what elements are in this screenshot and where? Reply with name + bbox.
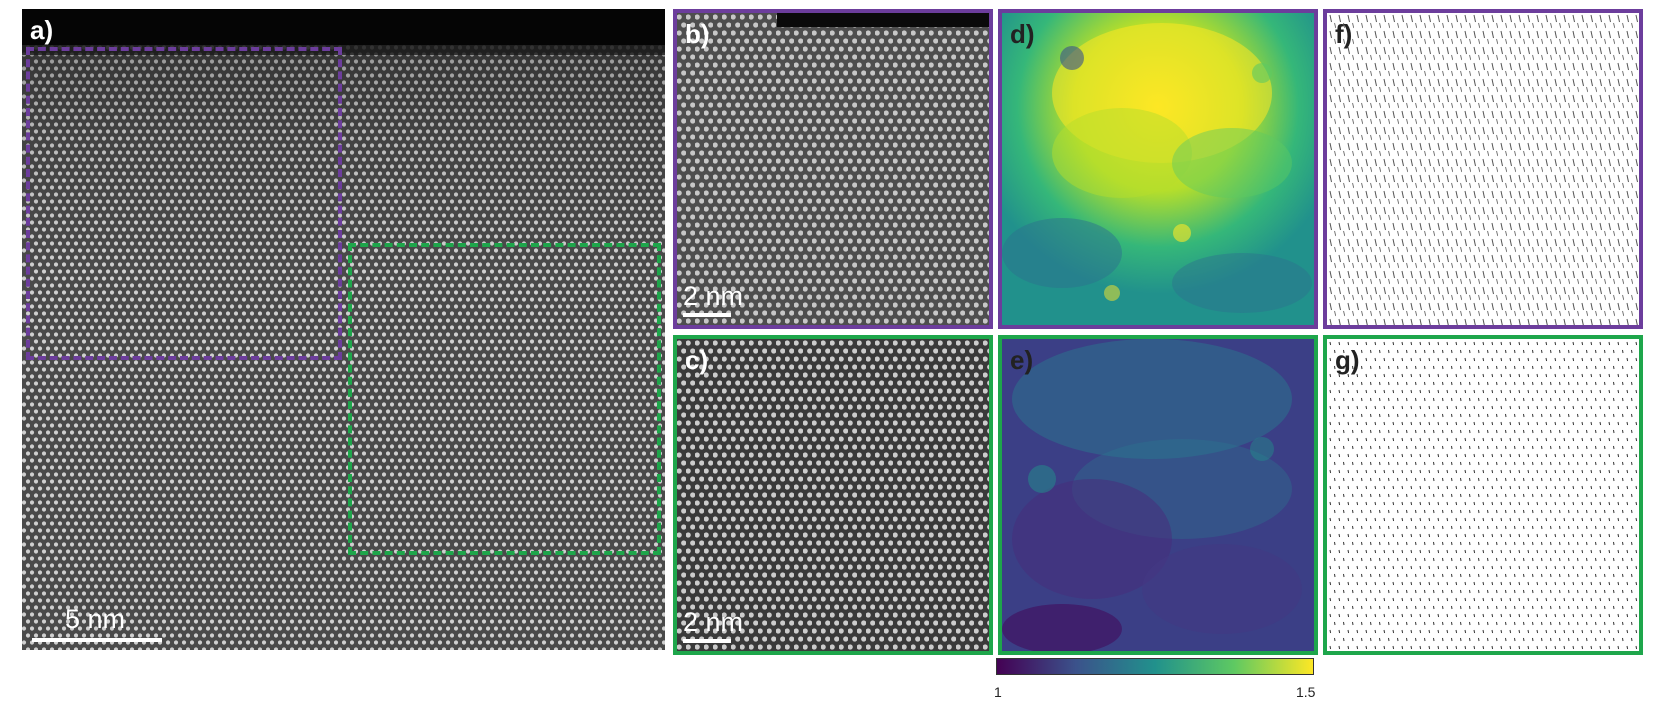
colorbar <box>996 658 1314 675</box>
purple-region-box <box>26 47 342 360</box>
panel-d-label: d) <box>1010 19 1035 49</box>
panel-a-image <box>22 9 665 650</box>
panel-e-label: e) <box>1010 345 1034 375</box>
panel-f: f) <box>1323 9 1643 329</box>
panel-c-scalebar-line <box>683 639 731 643</box>
colorbar-max-label: 1.5 <box>1296 684 1316 700</box>
panel-b-label: b) <box>685 19 710 49</box>
panel-b: b) 2 nm <box>673 9 993 329</box>
panel-g: g) <box>1323 335 1643 655</box>
panel-e-heatmap <box>1002 339 1314 651</box>
panel-f-vector-map <box>1327 13 1639 325</box>
green-region-box <box>348 243 661 555</box>
panel-a-label: a) <box>30 15 54 45</box>
panel-f-label: f) <box>1335 19 1353 49</box>
panel-g-vector-map <box>1327 339 1639 651</box>
panel-c-scalebar: 2 nm <box>683 607 763 647</box>
colorbar-gradient <box>997 659 1313 674</box>
panel-a-scalebar-label: 5 nm <box>65 604 126 634</box>
panel-a-scalebar-line <box>32 638 162 642</box>
panel-d-heatmap <box>1002 13 1314 325</box>
panel-g-label: g) <box>1335 345 1360 375</box>
panel-d: d) <box>998 9 1318 329</box>
panel-c-image <box>677 339 989 651</box>
panel-e: e) <box>998 335 1318 655</box>
panel-b-scalebar: 2 nm <box>683 281 763 321</box>
panel-b-image <box>677 13 989 325</box>
panel-c-label: c) <box>685 345 709 375</box>
panel-a: a) 5 nm <box>22 9 665 650</box>
panel-a-scalebar: 5 nm <box>32 604 182 644</box>
colorbar-min-label: 1 <box>994 684 1002 700</box>
panel-b-scalebar-label: 2 nm <box>683 281 744 311</box>
panel-c-scalebar-label: 2 nm <box>683 607 744 637</box>
panel-b-scalebar-line <box>683 313 731 317</box>
panel-c: c) 2 nm <box>673 335 993 655</box>
